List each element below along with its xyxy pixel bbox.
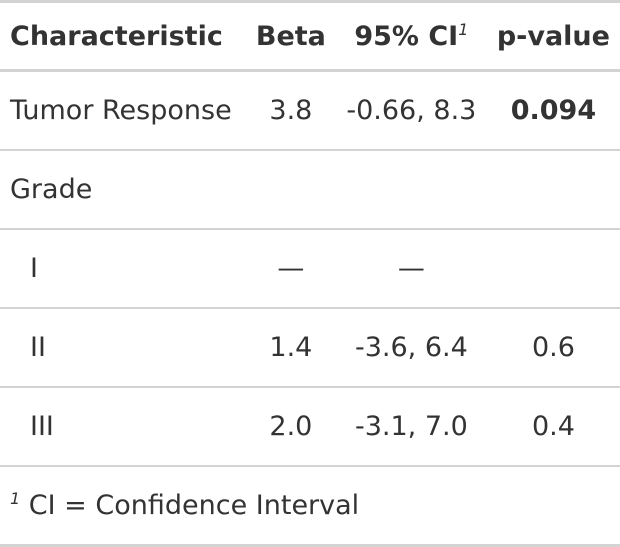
header-ci-label: 95% CI [354, 20, 459, 52]
row-ci: -0.66, 8.3 [335, 70, 487, 151]
row-label: Grade [0, 150, 246, 230]
footnote: 1 CI = Confidence Interval [0, 466, 620, 546]
table-row: III 2.0 -3.1, 7.0 0.4 [0, 387, 620, 467]
header-beta: Beta [245, 1, 336, 72]
row-ci: — [335, 229, 487, 309]
table-row: I — — [0, 229, 620, 309]
row-label: Tumor Response [0, 70, 246, 151]
table-row: Tumor Response 3.8 -0.66, 8.3 0.094 [0, 70, 620, 151]
row-beta [245, 150, 336, 230]
footnote-row: 1 CI = Confidence Interval [0, 466, 620, 546]
row-ci [335, 150, 487, 230]
row-pvalue [486, 229, 620, 309]
footnote-text: CI = Confidence Interval [28, 490, 360, 521]
row-label: III [0, 387, 246, 467]
row-pvalue [486, 150, 620, 230]
row-beta: 2.0 [245, 387, 336, 467]
header-ci: 95% CI1 [335, 1, 487, 72]
row-beta: 1.4 [245, 308, 336, 388]
header-pvalue: p-value [486, 1, 620, 72]
header-row: Characteristic Beta 95% CI1 p-value [0, 1, 620, 72]
row-pvalue: 0.4 [486, 387, 620, 467]
row-beta: — [245, 229, 336, 309]
row-beta: 3.8 [245, 70, 336, 151]
row-pvalue: 0.094 [486, 70, 620, 151]
header-characteristic: Characteristic [0, 1, 246, 72]
row-pvalue: 0.6 [486, 308, 620, 388]
footnote-mark: 1 [10, 489, 21, 508]
row-label: II [0, 308, 246, 388]
header-ci-footnote-mark: 1 [458, 19, 469, 39]
row-ci: -3.6, 6.4 [335, 308, 487, 388]
row-label: I [0, 229, 246, 309]
table-row: II 1.4 -3.6, 6.4 0.6 [0, 308, 620, 388]
table-row: Grade [0, 150, 620, 230]
row-ci: -3.1, 7.0 [335, 387, 487, 467]
